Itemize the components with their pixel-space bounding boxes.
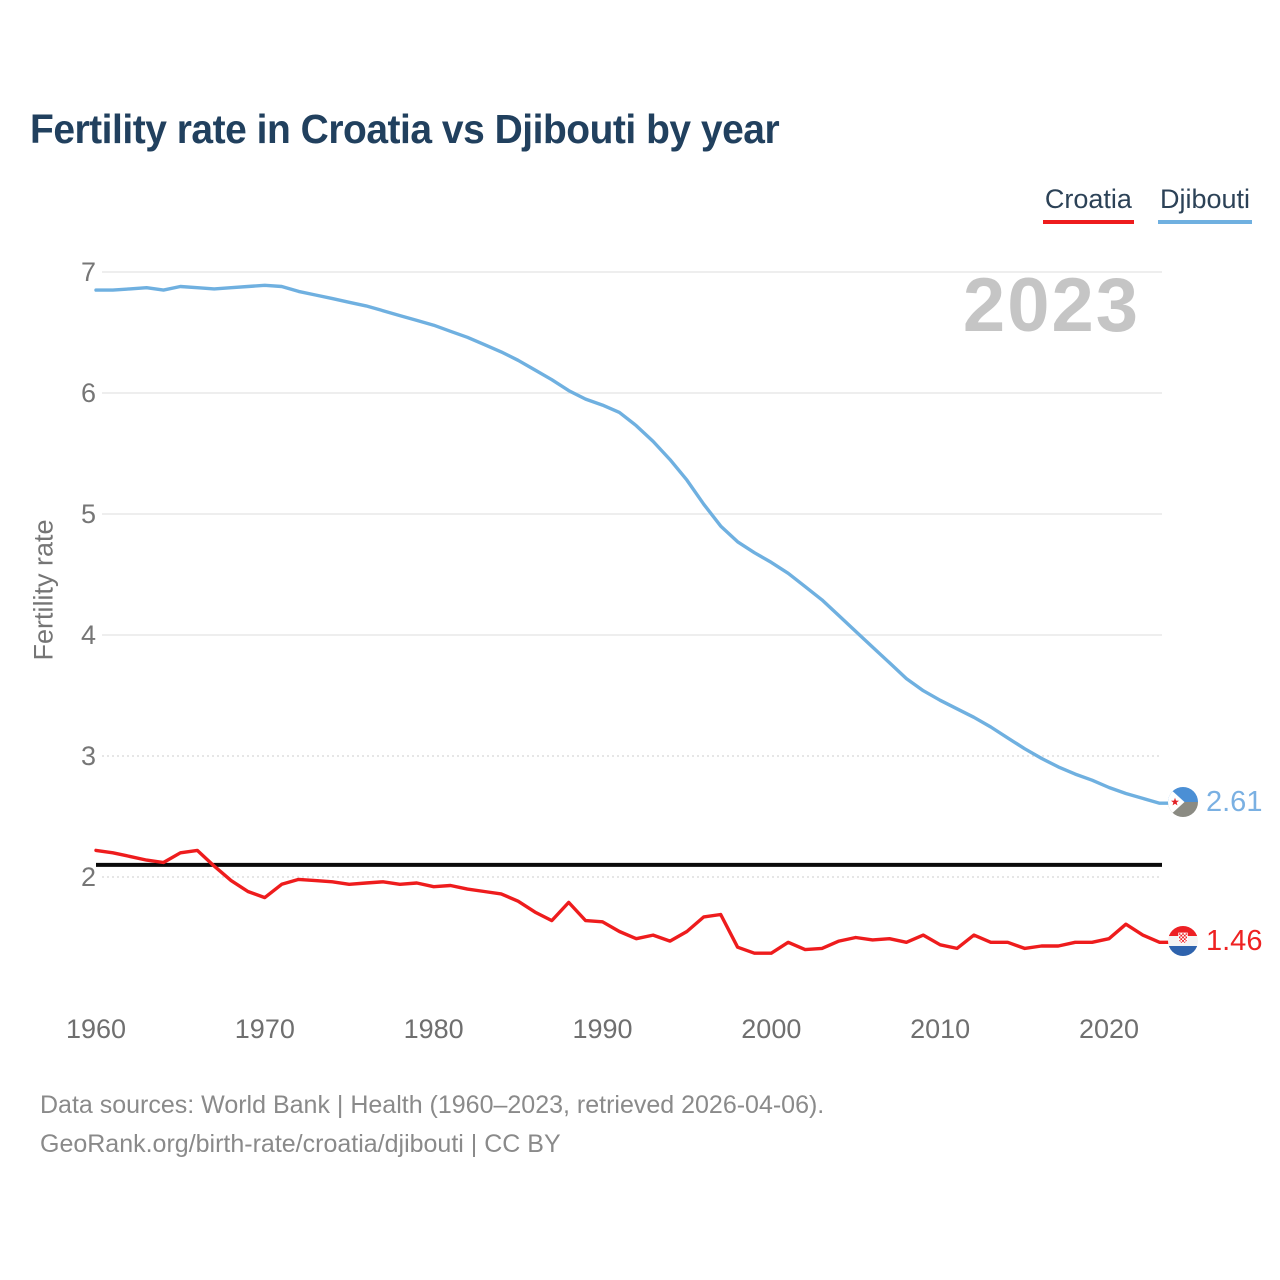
footer-attribution[interactable]: GeoRank.org/birth-rate/croatia/djibouti …: [40, 1130, 561, 1158]
page-title: Fertility rate in Croatia vs Djibouti by…: [30, 106, 780, 152]
x-tick-label-1980: 1980: [404, 1014, 464, 1044]
croatia-end-label: 1.46: [1168, 925, 1263, 958]
x-tick-label-1960: 1960: [66, 1014, 126, 1044]
y-tick-label-2: 2: [81, 862, 96, 892]
legend: Croatia Djibouti: [1042, 184, 1252, 224]
croatia-end-value: 1.46: [1206, 925, 1263, 958]
y-tick-label-6: 6: [81, 378, 96, 408]
legend-item-djibouti[interactable]: Djibouti: [1157, 184, 1252, 224]
x-tick-label-2000: 2000: [741, 1014, 801, 1044]
x-tick-label-2010: 2010: [910, 1014, 970, 1044]
djibouti-flag-icon: [1168, 787, 1198, 818]
legend-item-croatia[interactable]: Croatia: [1042, 184, 1134, 224]
djibouti-end-label: 2.61: [1168, 786, 1263, 819]
y-tick-label-3: 3: [81, 741, 96, 771]
footer-sources: Data sources: World Bank | Health (1960–…: [40, 1091, 825, 1119]
x-tick-label-2020: 2020: [1079, 1014, 1139, 1044]
series-line-croatia[interactable]: [94, 848, 1174, 955]
footer: Data sources: World Bank | Health (1960–…: [40, 1086, 824, 1164]
y-tick-label-7: 7: [81, 257, 96, 287]
y-tick-label-4: 4: [81, 620, 96, 650]
x-tick-label-1990: 1990: [572, 1014, 632, 1044]
djibouti-end-value: 2.61: [1206, 786, 1263, 819]
year-watermark: 2023: [962, 263, 1140, 348]
x-tick-label-1970: 1970: [235, 1014, 295, 1044]
series-line-djibouti[interactable]: [94, 283, 1174, 805]
y-tick-label-5: 5: [81, 499, 96, 529]
croatia-flag-icon: [1168, 926, 1198, 957]
